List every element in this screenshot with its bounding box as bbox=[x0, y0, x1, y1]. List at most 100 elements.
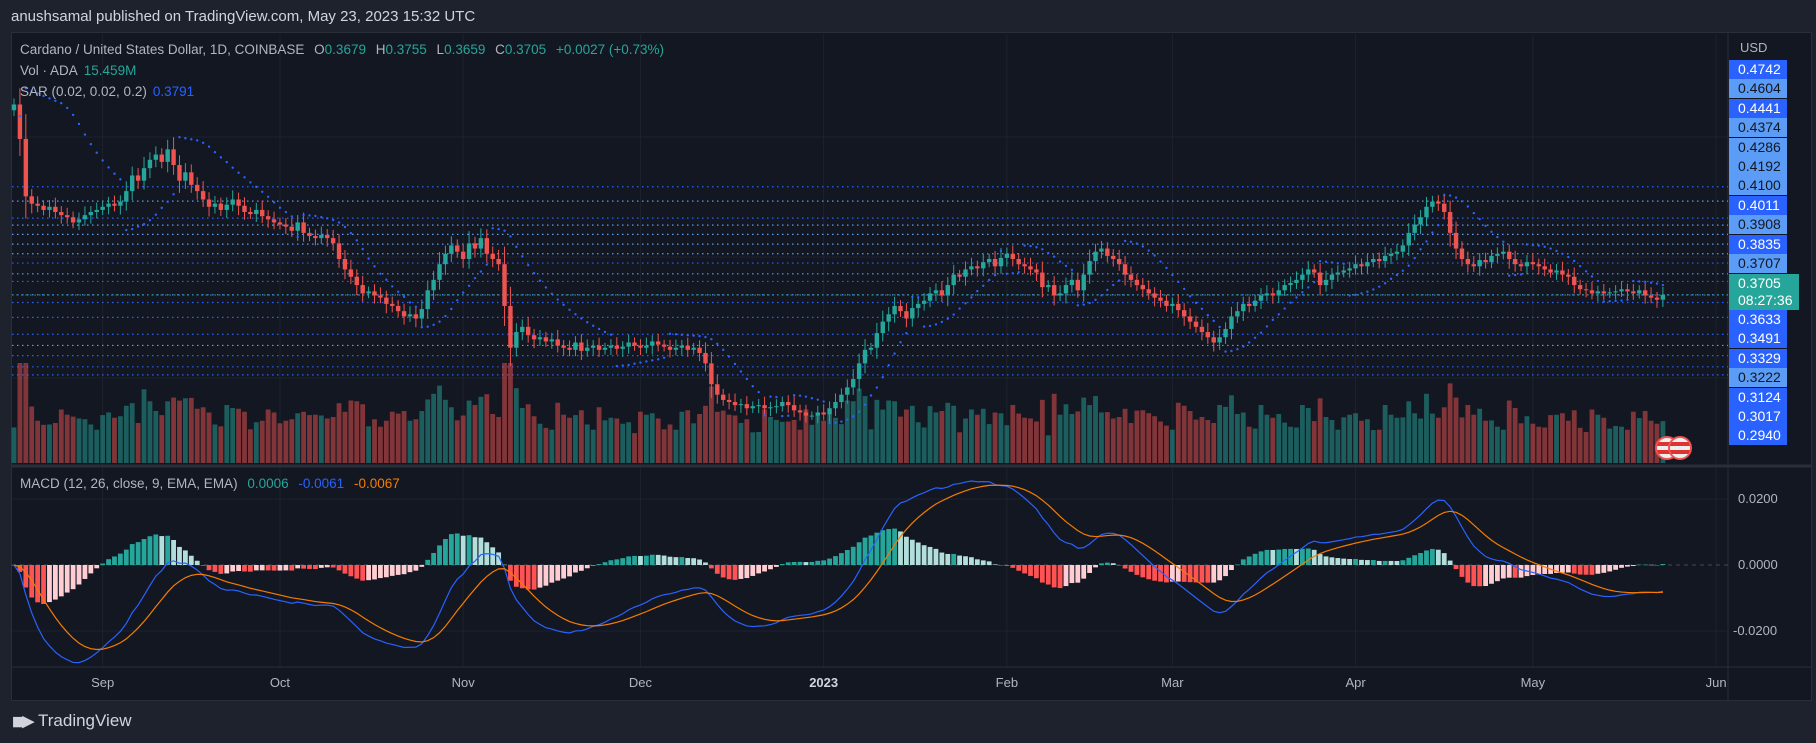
volume-legend[interactable]: Vol · ADA 15.459M bbox=[20, 63, 137, 78]
volume-bar bbox=[401, 411, 407, 463]
macd-histogram-bar bbox=[165, 535, 171, 565]
macd-histogram-bar bbox=[313, 565, 318, 569]
chart-frame[interactable] bbox=[11, 32, 1812, 701]
volume-bar bbox=[76, 418, 82, 463]
price-line-label[interactable]: 0.3491 bbox=[1729, 329, 1787, 349]
sar-dot bbox=[999, 249, 1003, 253]
price-line-label[interactable]: 0.3329 bbox=[1729, 348, 1787, 368]
volume-bar bbox=[1282, 422, 1288, 463]
macd-histogram-bar bbox=[768, 565, 773, 570]
macd-histogram-bar bbox=[1341, 558, 1347, 565]
macd-histogram-bar bbox=[1453, 565, 1459, 570]
events-flag-icon[interactable] bbox=[1668, 436, 1692, 460]
candle bbox=[1146, 289, 1151, 294]
sar-dot bbox=[781, 414, 784, 418]
sar-dot bbox=[651, 359, 654, 362]
sar-dot bbox=[196, 139, 199, 142]
candle bbox=[242, 205, 247, 213]
candle bbox=[53, 206, 58, 213]
price-line-label[interactable]: 0.4100 bbox=[1729, 176, 1787, 196]
sar-dot bbox=[83, 133, 87, 136]
price-line-label[interactable]: 0.4374 bbox=[1729, 118, 1787, 138]
price-line-label[interactable]: 0.3124 bbox=[1729, 387, 1787, 407]
volume-bar bbox=[1069, 414, 1075, 463]
sar-dot bbox=[1318, 259, 1322, 263]
candle bbox=[1323, 279, 1329, 286]
candle bbox=[703, 352, 708, 364]
candle bbox=[212, 203, 218, 207]
price-line-label[interactable]: 0.4742 bbox=[1729, 60, 1787, 79]
sar-dot bbox=[456, 299, 459, 302]
sar-dot bbox=[207, 145, 211, 148]
sar-dot bbox=[1626, 298, 1629, 301]
tradingview-logo[interactable]: ◼▶ TradingView bbox=[12, 711, 132, 730]
macd-histogram-bar bbox=[1270, 549, 1276, 565]
macd-histogram-bar bbox=[1465, 565, 1471, 583]
price-line-label[interactable]: 0.3222 bbox=[1729, 368, 1787, 388]
volume-bar bbox=[502, 363, 507, 463]
macd-histogram-bar bbox=[779, 563, 785, 565]
sar-dot bbox=[739, 370, 743, 373]
sar-dot bbox=[1513, 273, 1517, 277]
candle bbox=[1589, 290, 1595, 294]
candle bbox=[1625, 289, 1630, 292]
price-line-label[interactable]: 0.3908 bbox=[1729, 215, 1787, 235]
candle bbox=[738, 404, 744, 406]
macd-pane bbox=[11, 480, 1728, 664]
sar-dot bbox=[1360, 292, 1363, 295]
sar-legend[interactable]: SAR (0.02, 0.02, 0.2) 0.3791 bbox=[20, 84, 195, 99]
sar-dot bbox=[538, 279, 542, 282]
volume-bar bbox=[1264, 414, 1270, 463]
sar-dot bbox=[1212, 319, 1215, 323]
price-line-label[interactable]: 0.4286 bbox=[1729, 137, 1787, 157]
price-line-label[interactable]: 0.3017 bbox=[1729, 407, 1787, 426]
price-line-label[interactable]: 0.3835 bbox=[1729, 234, 1787, 254]
macd-histogram-bar bbox=[596, 564, 602, 565]
currency-label[interactable]: USD bbox=[1740, 40, 1768, 55]
volume-bar bbox=[35, 420, 41, 463]
price-line-label[interactable]: 0.2940 bbox=[1729, 426, 1787, 446]
price-line-label[interactable]: 0.3633 bbox=[1729, 310, 1787, 329]
price-line-label[interactable]: 0.4441 bbox=[1729, 98, 1787, 118]
volume-bar bbox=[590, 429, 596, 463]
macd-histogram-bar bbox=[1660, 564, 1666, 565]
sar-dot bbox=[532, 272, 536, 275]
candle bbox=[484, 238, 489, 254]
macd-histogram-bar bbox=[1264, 549, 1270, 565]
price-line-label[interactable]: 0.4011 bbox=[1729, 195, 1787, 215]
sar-dot bbox=[704, 335, 707, 339]
volume-bar bbox=[88, 424, 94, 463]
volume-bar bbox=[768, 416, 773, 463]
price-line-label[interactable]: 0.4192 bbox=[1729, 157, 1787, 176]
sar-dot bbox=[1602, 300, 1605, 303]
macd-histogram-bar bbox=[679, 557, 685, 565]
sar-dot bbox=[1502, 240, 1505, 243]
volume-bar bbox=[596, 407, 602, 463]
macd-histogram-bar bbox=[1039, 565, 1045, 583]
macd-histogram-bar bbox=[242, 565, 247, 572]
sar-dot bbox=[231, 166, 234, 169]
candle bbox=[774, 406, 779, 408]
volume-bar bbox=[584, 424, 590, 463]
candle bbox=[395, 305, 401, 312]
candle bbox=[904, 311, 909, 319]
sar-dot bbox=[1100, 294, 1103, 297]
sar-dot bbox=[852, 415, 855, 418]
candle bbox=[620, 346, 625, 349]
time-axis-label: Apr bbox=[1345, 675, 1366, 690]
macd-histogram-bar bbox=[756, 565, 762, 574]
macd-legend[interactable]: MACD (12, 26, close, 9, EMA, EMA) 0.0006… bbox=[20, 476, 400, 491]
macd-histogram-bar bbox=[762, 565, 767, 572]
sar-dot bbox=[272, 201, 276, 204]
price-line-label[interactable]: 0.4604 bbox=[1729, 79, 1787, 99]
macd-histogram-bar bbox=[1412, 555, 1418, 565]
macd-histogram-bar bbox=[732, 565, 738, 580]
volume-bar bbox=[82, 419, 88, 463]
candle bbox=[277, 222, 283, 225]
sar-dot bbox=[1578, 264, 1582, 268]
sar-dot bbox=[1177, 280, 1180, 284]
volume-bar bbox=[52, 423, 58, 463]
price-line-label[interactable]: 0.3707 bbox=[1729, 254, 1787, 273]
candle bbox=[927, 293, 933, 301]
